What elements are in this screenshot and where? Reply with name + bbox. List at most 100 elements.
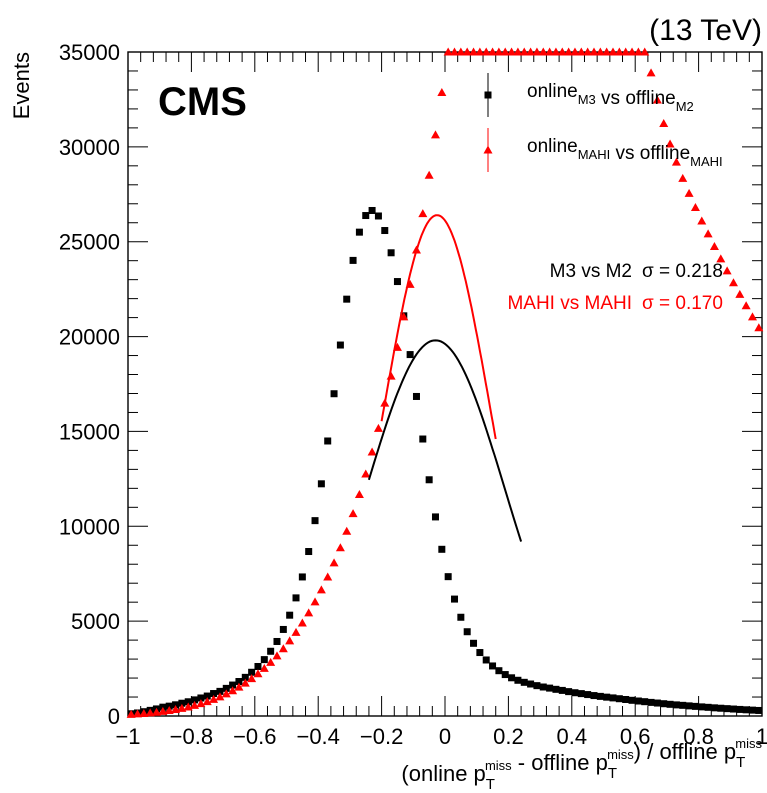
data-point-square [451, 595, 459, 603]
data-point-triangle [348, 509, 358, 518]
data-point-triangle [272, 651, 282, 660]
x-tick-label: 0.2 [493, 724, 524, 749]
data-point-square [647, 698, 655, 706]
data-point-square [172, 701, 180, 709]
data-point-square [197, 694, 205, 702]
data-point-triangle [145, 708, 155, 717]
y-tick-label: 0 [108, 704, 120, 729]
data-point-square [748, 706, 756, 714]
data-point-triangle [633, 47, 643, 56]
x-tick-labels: −1 −0.8 −0.6 −0.4 −0.2 0 0.2 0.4 0.6 0.8 1 [115, 724, 767, 749]
data-point-square [514, 676, 522, 684]
data-point-square [609, 694, 617, 702]
data-point-triangle [483, 145, 493, 154]
data-point-triangle [164, 706, 174, 715]
energy-label: (13 TeV) [649, 14, 762, 47]
data-point-square [546, 684, 554, 692]
data-point-square [412, 392, 420, 400]
label-subscript: M2 [676, 99, 694, 114]
label-subscript: M3 [578, 92, 596, 107]
label-text: vs offline [610, 143, 690, 164]
data-point-triangle [291, 627, 301, 636]
data-point-triangle [240, 678, 250, 687]
data-point-triangle [728, 278, 738, 287]
y-axis-label: Events [9, 52, 34, 119]
data-point-square [596, 692, 604, 700]
data-point-triangle [354, 490, 364, 499]
data-point-square [248, 668, 256, 676]
label-text: online [527, 81, 578, 102]
data-point-triangle [399, 312, 409, 321]
data-point-triangle [139, 708, 149, 717]
data-point-triangle [373, 423, 383, 432]
data-point-square [210, 690, 218, 698]
data-point-square [425, 476, 433, 484]
x-tick-label: −0.4 [296, 724, 339, 749]
data-point-triangle [646, 68, 656, 77]
data-point-square [254, 663, 262, 671]
data-point-square [552, 685, 560, 693]
data-point-square [431, 513, 439, 521]
y-tick-label: 20000 [59, 325, 120, 350]
data-point-square [368, 206, 376, 214]
data-point-square [584, 691, 592, 699]
data-point-square [590, 692, 598, 700]
data-point-triangle [627, 47, 637, 56]
data-point-triangle [494, 47, 504, 56]
x-tick-label: −0.6 [233, 724, 276, 749]
data-point-triangle [278, 644, 288, 653]
data-point-square [742, 706, 750, 714]
legend-label: onlineMAHI vs offlineMAHI [527, 136, 723, 169]
y-tick-labels: 0 5000 10000 15000 20000 25000 30000 35000 [59, 40, 120, 729]
x-tick-label: −0.2 [360, 724, 403, 749]
x-tick-label: 0 [439, 724, 451, 749]
data-point-square [191, 696, 199, 704]
data-point-square [349, 256, 357, 264]
data-point-square [755, 706, 763, 714]
data-point-triangle [196, 699, 206, 708]
data-point-square [691, 702, 699, 710]
data-point-triangle [221, 689, 231, 698]
data-point-square [603, 693, 611, 701]
data-point-triangle [462, 47, 472, 56]
data-point-triangle [158, 706, 168, 715]
label-subscript: T [736, 754, 745, 771]
data-point-triangle [266, 657, 276, 666]
data-point-square [660, 700, 668, 708]
data-point-square [298, 573, 306, 581]
y-tick-label: 15000 [59, 419, 120, 444]
y-tick-label: 25000 [59, 230, 120, 255]
data-point-triangle [564, 47, 574, 56]
data-point-triangle [456, 47, 466, 56]
data-point-triangle [329, 558, 339, 567]
data-point-square [495, 667, 503, 675]
data-point-square [470, 639, 478, 647]
fit-curve [367, 339, 523, 542]
data-point-square [330, 390, 338, 398]
label-subscript: MAHI [578, 147, 611, 162]
data-point-triangle [367, 447, 377, 456]
data-point-triangle [247, 674, 257, 683]
data-point-square [484, 91, 492, 99]
data-point-triangle [722, 266, 732, 275]
data-point-square [565, 688, 573, 696]
data-point-triangle [361, 469, 371, 478]
data-point-square [622, 695, 630, 703]
y-tick-label: 35000 [59, 40, 120, 65]
data-point-square [463, 628, 471, 636]
data-point-square [317, 480, 325, 488]
data-point-triangle [716, 254, 726, 263]
data-point-triangle [171, 704, 181, 713]
data-point-square [381, 227, 389, 235]
data-point-square [717, 704, 725, 712]
data-point-square [286, 611, 294, 619]
data-point-square [393, 278, 401, 286]
x-tick-label: 1 [756, 724, 767, 749]
annotation-sigma: σ = 0.170 [642, 293, 723, 314]
experiment-label: CMS [158, 80, 247, 124]
data-point-triangle [253, 669, 263, 678]
data-point-triangle [335, 543, 345, 552]
data-point-triangle [316, 585, 326, 594]
data-point-square [235, 678, 243, 686]
